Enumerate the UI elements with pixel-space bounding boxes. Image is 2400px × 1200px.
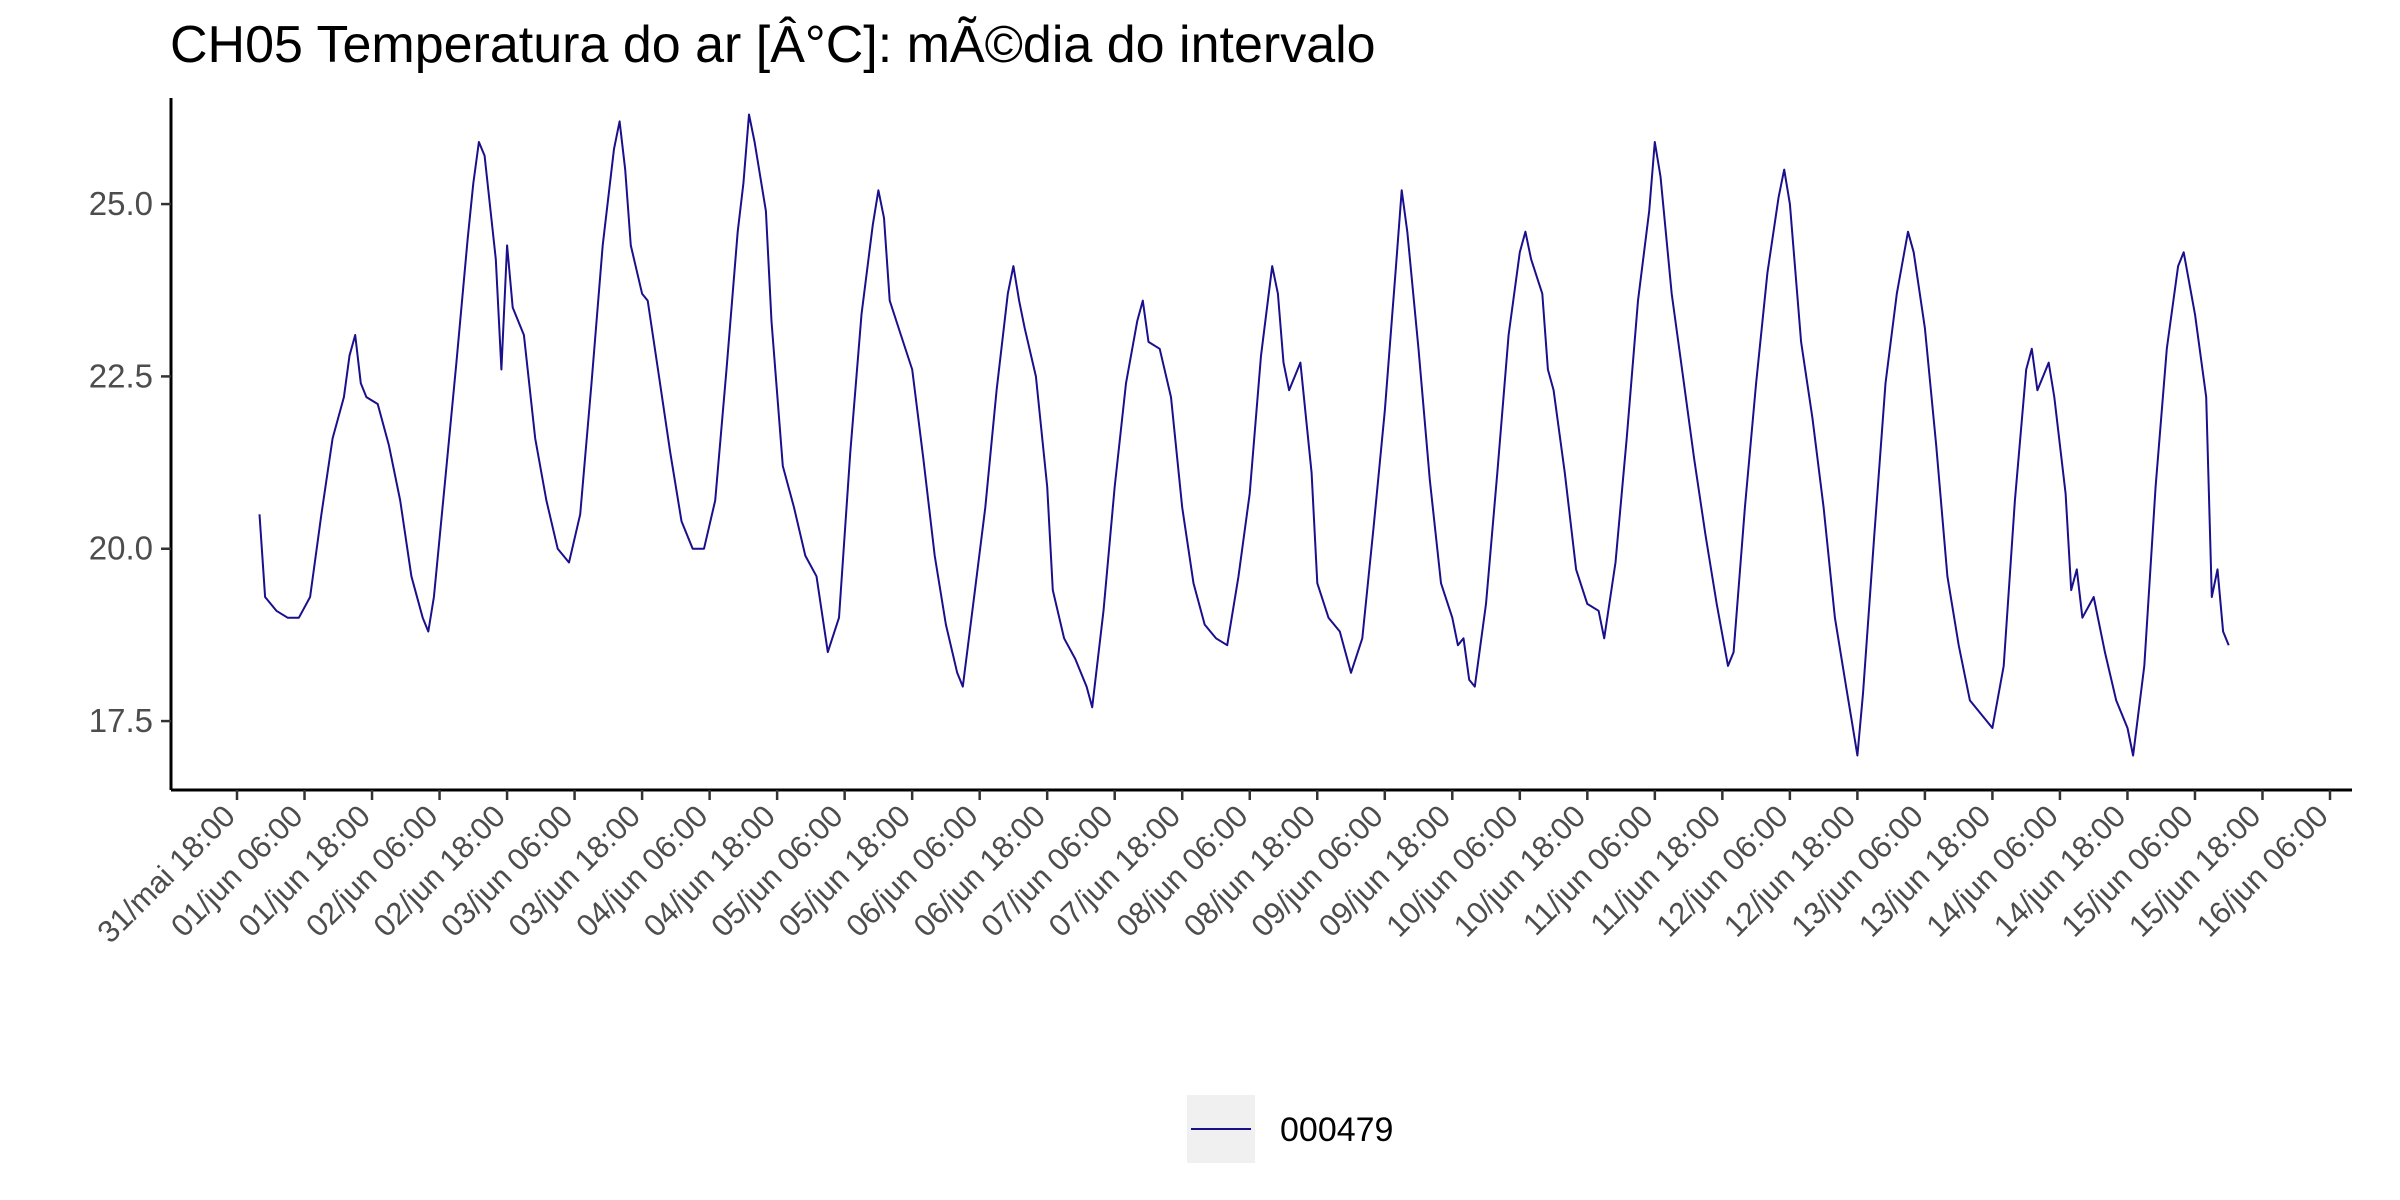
legend: 000479: [1187, 1095, 1393, 1163]
series-line-000479: [258, 113, 2230, 757]
y-tick-label: 20.0: [89, 530, 153, 567]
series-layer: [258, 113, 2230, 757]
y-tick-label: 22.5: [89, 357, 153, 394]
y-tick-label: 25.0: [89, 185, 153, 222]
legend-label: 000479: [1280, 1111, 1393, 1149]
chart-title: CH05 Temperatura do ar [Â°C]: mÃ©dia do …: [170, 16, 1376, 74]
y-axis: 17.5 20.0 22.5 25.0: [89, 98, 173, 790]
y-tick-label: 17.5: [89, 702, 153, 739]
